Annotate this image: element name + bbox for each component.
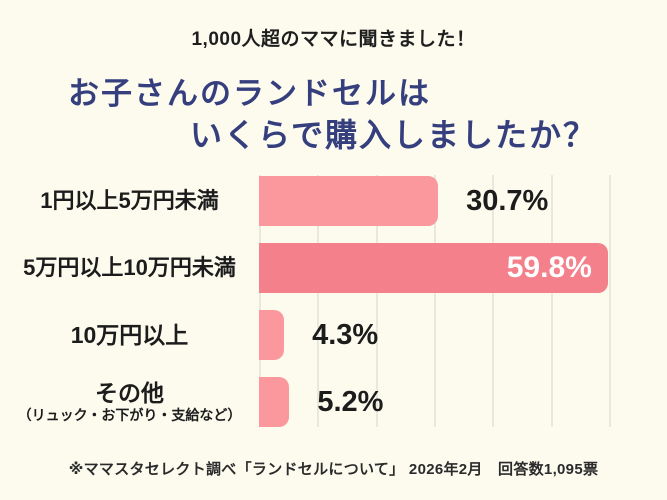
- bar-1: 59.8%: [259, 243, 608, 293]
- bar-value-2: 4.3%: [312, 319, 379, 351]
- bar-value-3: 5.2%: [317, 386, 384, 418]
- category-label-1: 5万円以上10万円未満: [0, 243, 259, 293]
- category-label-note: （リュック・お下がり・支給など）: [17, 406, 242, 423]
- category-label-0: 1円以上5万円未満: [0, 176, 259, 226]
- bar-0: [259, 176, 439, 226]
- category-label-2: 10万円以上: [0, 310, 259, 360]
- bar-value-0: 30.7%: [466, 185, 549, 217]
- chart-title-line-2: いくらで購入しましたか？: [190, 117, 598, 153]
- gridline-30pct: [434, 175, 436, 427]
- category-label-text: その他: [95, 380, 164, 407]
- category-label-text: 10万円以上: [70, 321, 189, 348]
- bar-3: [259, 377, 290, 427]
- gridline-50pct: [550, 175, 553, 427]
- survey-subtitle: 1,000人超のママに聞きました！: [191, 29, 476, 50]
- bar-2: [259, 310, 285, 360]
- gridline-0pct: [259, 175, 261, 427]
- bar-value-1: 59.8%: [506, 251, 592, 284]
- gridline-20pct: [375, 175, 378, 427]
- gridline-60pct: [609, 175, 611, 427]
- source-note: ※ママスタセレクト調べ「ランドセルについて」 2026年2月 回答数1,095票: [68, 461, 599, 478]
- category-label-text: 1円以上5万円未満: [40, 188, 219, 214]
- chart-title-line-1: お子さんのランドセルは: [68, 76, 431, 111]
- category-label-3: その他 （リュック・お下がり・支給など）: [0, 377, 259, 427]
- gridline-40pct: [492, 175, 495, 427]
- gridline-10pct: [317, 175, 320, 427]
- bar-chart: 30.7% 1円以上5万円未満 59.8% 5万円以上10万円未満 4.3% 10万円以上…: [0, 175, 667, 427]
- category-label-text: 5万円以上10万円未満: [23, 255, 236, 281]
